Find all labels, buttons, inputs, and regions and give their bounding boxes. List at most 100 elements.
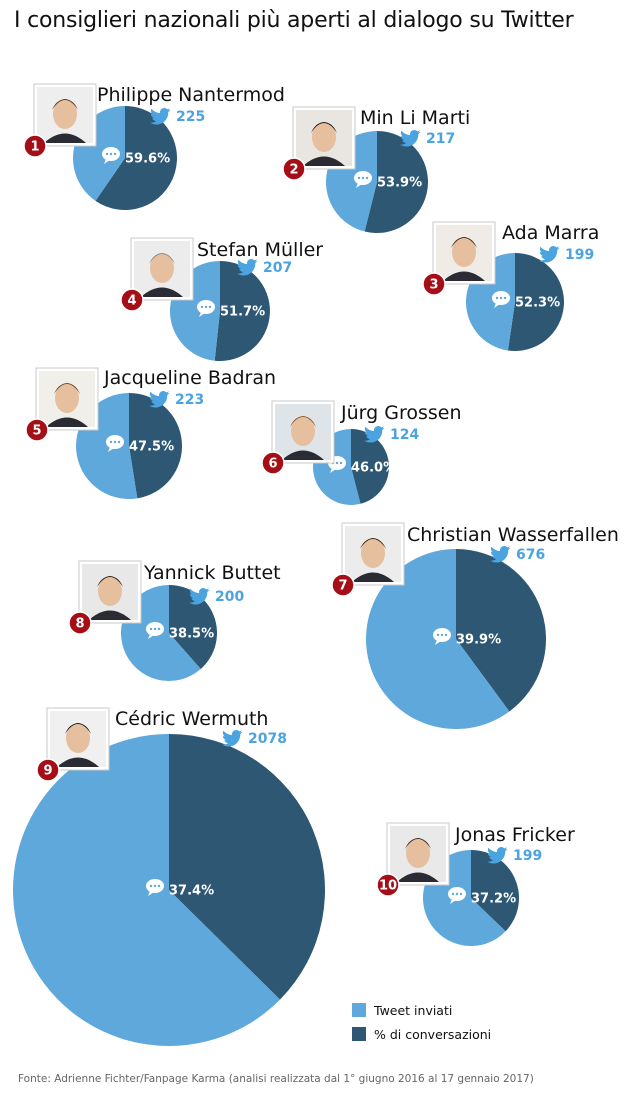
chat-bubble-dot — [335, 461, 339, 465]
politician-name: Stefan Müller — [197, 239, 323, 261]
avatar-shoulders — [352, 572, 394, 582]
pie-slice-tweets — [12, 734, 281, 1047]
avatar-photo — [271, 400, 335, 464]
chat-bubble-tail — [148, 634, 154, 639]
rank-badge — [282, 157, 306, 181]
chat-bubble-dot — [153, 884, 157, 888]
twitter-icon — [149, 390, 170, 408]
twitter-icon — [490, 545, 511, 563]
chat-bubble-icon — [433, 628, 451, 645]
politician-name: Ada Marra — [502, 222, 599, 244]
chat-bubble-icon — [146, 622, 164, 639]
chat-bubble-dot — [105, 152, 109, 156]
chat-bubble-dot — [113, 440, 117, 444]
chat-bubble-dot — [455, 892, 459, 896]
chat-bubble-dot — [357, 176, 361, 180]
chat-bubble-dot — [339, 461, 343, 465]
pie-item: 46.0% 6 Jürg Grossen 124 — [261, 400, 462, 505]
rank-badge — [120, 288, 144, 312]
rank-number: 8 — [75, 617, 84, 632]
chat-bubble-icon — [102, 147, 120, 164]
twitter-icon — [487, 846, 508, 864]
politician-name: Yannick Buttet — [143, 562, 281, 584]
chat-bubble-icon — [146, 879, 164, 896]
avatar-photo — [35, 367, 99, 431]
chat-bubble-dot — [495, 296, 499, 300]
avatar-hair — [65, 723, 91, 734]
chat-bubble-dot — [109, 440, 113, 444]
rank-number: 9 — [43, 764, 52, 779]
chat-bubble-tail — [104, 159, 110, 164]
avatar-face — [291, 416, 315, 446]
twitter-icon — [189, 587, 210, 605]
avatar-face — [53, 99, 77, 129]
legend: Tweet inviati % di conversazioni — [352, 1000, 491, 1048]
legend-swatch-conv — [352, 1027, 366, 1041]
twitter-bird-shape — [490, 545, 511, 563]
chat-bubble-dot — [113, 152, 117, 156]
chat-bubble-dot — [208, 305, 212, 309]
politician-name: Cédric Wermuth — [115, 708, 268, 730]
avatar-shoulders — [397, 872, 439, 882]
rank-badge — [331, 573, 355, 597]
chat-bubble-dot — [361, 176, 365, 180]
percent-label: 46.0% — [351, 461, 396, 476]
pie-chart-grid: 59.6% 1 Philippe Nantermod 225 53.9% 2 Min Li … — [12, 83, 619, 1047]
twitter-bird-shape — [364, 425, 385, 443]
avatar-photo — [46, 707, 110, 771]
chart-title: I consiglieri nazionali più aperti al di… — [14, 8, 574, 33]
avatar-hair — [451, 237, 477, 248]
rank-number: 1 — [30, 140, 39, 155]
tweet-count: 199 — [513, 848, 542, 864]
legend-item-conv: % di conversazioni — [352, 1024, 491, 1044]
avatar-photo — [341, 522, 405, 586]
chat-bubble-dot — [153, 627, 157, 631]
rank-number: 6 — [268, 457, 277, 472]
rank-badge — [261, 451, 285, 475]
twitter-bird-shape — [539, 245, 560, 263]
pie-item: 52.3% 3 Ada Marra 199 — [422, 221, 599, 351]
twitter-bird-shape — [149, 390, 170, 408]
avatar-hair — [405, 838, 431, 849]
avatar-hair — [290, 416, 316, 427]
avatar-shoulders — [57, 757, 99, 767]
avatar-shoulders — [141, 287, 183, 297]
avatar-face — [312, 122, 336, 152]
chat-bubble-dot — [451, 892, 455, 896]
avatar-face — [406, 838, 430, 868]
twitter-icon — [150, 107, 171, 125]
percent-label: 37.4% — [169, 884, 214, 899]
politician-name: Jonas Fricker — [454, 824, 575, 846]
pie-slice-conversations — [351, 429, 390, 504]
source-note: Fonte: Adrienne Fichter/Fanpage Karma (a… — [18, 1073, 534, 1085]
chat-bubble-dot — [444, 633, 448, 637]
avatar-shoulders — [89, 610, 131, 620]
twitter-bird-shape — [189, 587, 210, 605]
chat-bubble-dot — [436, 633, 440, 637]
avatar-shoulders — [303, 156, 345, 166]
chat-bubble-icon — [448, 887, 466, 904]
avatar-face — [98, 576, 122, 606]
chat-bubble-dot — [157, 627, 161, 631]
avatar-hair — [149, 253, 175, 264]
percent-label: 53.9% — [377, 176, 422, 191]
chat-bubble-icon — [354, 171, 372, 188]
twitter-bird-shape — [487, 846, 508, 864]
tweet-count: 199 — [565, 247, 594, 263]
rank-number: 2 — [289, 163, 298, 178]
percent-label: 38.5% — [169, 627, 214, 642]
rank-number: 10 — [379, 879, 397, 894]
chat-bubble-tail — [450, 899, 456, 904]
pie-slice-conversations — [456, 549, 547, 712]
chat-bubble-dot — [149, 627, 153, 631]
avatar-photo — [33, 83, 97, 147]
avatar-hair — [52, 99, 78, 110]
twitter-icon — [364, 425, 385, 443]
pie-slice-conversations — [364, 131, 428, 233]
politician-name: Jürg Grossen — [340, 402, 462, 424]
rank-badge — [23, 134, 47, 158]
twitter-icon — [237, 258, 258, 276]
pie-item: 59.6% 1 Philippe Nantermod 225 — [23, 83, 285, 210]
legend-item-sent: Tweet inviati — [352, 1000, 491, 1020]
chat-bubble-dot — [149, 884, 153, 888]
